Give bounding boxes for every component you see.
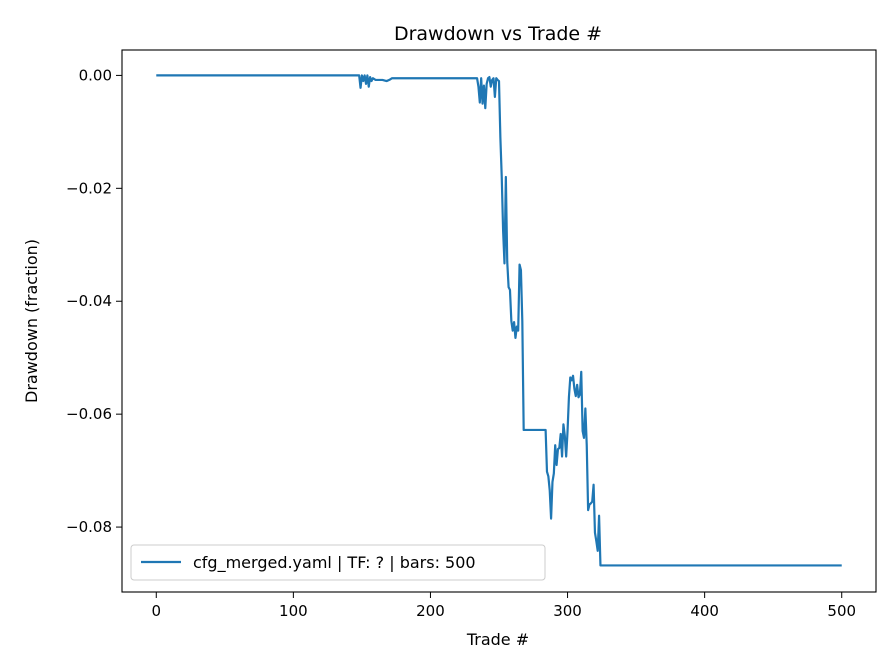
y-tick-label: −0.02	[66, 179, 112, 197]
y-axis-title: Drawdown (fraction)	[22, 239, 41, 403]
plot-area	[121, 49, 877, 593]
x-tick-label: 0	[151, 602, 161, 620]
y-tick-label: −0.06	[66, 405, 112, 423]
x-tick-label: 400	[690, 602, 719, 620]
legend: cfg_merged.yaml | TF: ? | bars: 500	[130, 544, 546, 581]
chart-title: Drawdown vs Trade #	[394, 23, 602, 45]
legend-label: cfg_merged.yaml | TF: ? | bars: 500	[193, 553, 476, 573]
x-tick-label: 100	[279, 602, 308, 620]
series-layer	[156, 74, 842, 567]
x-tick-label: 500	[827, 602, 856, 620]
x-axis: 0 100 200 300 400 500	[151, 592, 856, 620]
y-tick-label: −0.08	[66, 518, 112, 536]
y-axis: 0.00 −0.02 −0.04 −0.06 −0.08	[66, 66, 122, 536]
x-tick-label: 200	[416, 602, 445, 620]
series-line	[156, 74, 842, 567]
x-axis-title: Trade #	[466, 630, 529, 649]
y-tick-label: −0.04	[66, 292, 112, 310]
y-tick-label: 0.00	[79, 66, 112, 84]
x-tick-label: 300	[553, 602, 582, 620]
legend-box	[130, 544, 546, 581]
